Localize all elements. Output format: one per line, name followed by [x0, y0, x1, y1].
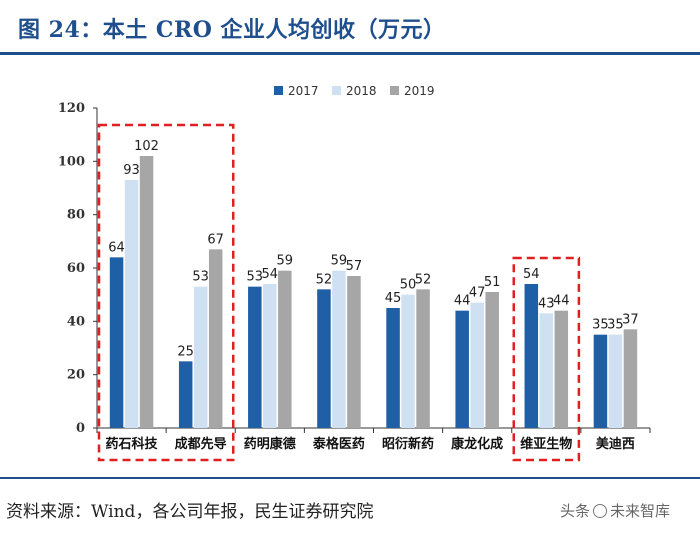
category-label-6: 维亚生物	[520, 436, 572, 452]
chart-title: 图 24：本土 CRO 企业人均创收（万元）	[18, 17, 446, 43]
data-label-2018-2: 54	[262, 267, 279, 282]
bar-2017-1	[178, 361, 193, 428]
data-label-2019-3: 57	[346, 259, 363, 274]
category-label-7: 美迪西	[596, 436, 635, 452]
category-labels: 药石科技 成都先导 药明康德 泰格医药 昭衍新药 康龙化成 维亚生物 美迪西	[106, 436, 635, 452]
bar-2018-5	[470, 302, 484, 428]
category-label-3: 泰格医药	[312, 436, 365, 452]
data-label-2019-0: 102	[134, 139, 159, 154]
watermark: 头条 未来智库	[560, 500, 670, 521]
data-label-2017-1: 25	[177, 344, 194, 359]
data-label-2019-5: 51	[484, 275, 501, 290]
data-label-2019-1: 67	[207, 232, 224, 247]
bar-chart: 2017 2018 2019 0 20 40 60 80 100 120 64 93 102 25 53…	[58, 84, 651, 462]
data-label-2019-4: 52	[415, 272, 432, 287]
data-label-2017-3: 52	[316, 272, 333, 287]
y-tick-label: 120	[58, 101, 85, 116]
data-label-2018-5: 47	[469, 286, 486, 301]
category-label-1: 成都先导	[175, 436, 227, 452]
bar-2018-0	[124, 180, 139, 428]
legend-swatch-2018	[332, 86, 341, 95]
legend-label-2018: 2018	[346, 84, 377, 98]
bar-2017-3	[317, 289, 331, 428]
legend-label-2019: 2019	[404, 84, 435, 98]
data-label-2017-4: 45	[385, 291, 402, 306]
bar-2019-1	[208, 249, 223, 428]
bar-2018-4	[401, 294, 415, 428]
bar-2017-2	[248, 286, 262, 428]
data-label-2017-5: 44	[454, 294, 471, 309]
legend: 2017 2018 2019	[274, 84, 435, 98]
highlight-boxes	[97, 123, 581, 462]
bar-2017-4	[386, 308, 400, 428]
legend-swatch-2019	[390, 86, 399, 95]
bar-2019-5	[485, 292, 499, 428]
data-label-2017-7: 35	[592, 318, 609, 333]
data-labels: 6493102255367535459525957455052444751544…	[108, 139, 638, 359]
data-label-2018-4: 50	[400, 278, 417, 293]
title-divider	[0, 52, 700, 55]
data-label-2019-2: 59	[277, 254, 294, 269]
bar-2017-7	[593, 334, 608, 428]
footer-divider	[0, 477, 700, 479]
highlight-box-1	[512, 256, 581, 462]
bar-2019-7	[623, 329, 638, 428]
data-label-2018-0: 93	[123, 163, 140, 178]
data-label-2017-2: 53	[247, 270, 264, 285]
y-tick-label: 80	[67, 208, 85, 223]
category-label-5: 康龙化成	[451, 436, 503, 452]
watermark-logo-icon	[593, 504, 608, 518]
legend-label-2017: 2017	[288, 84, 319, 98]
bar-2019-2	[278, 270, 292, 428]
data-label-2019-6: 44	[553, 294, 570, 309]
data-label-2017-0: 64	[108, 240, 125, 255]
y-tick-label: 20	[67, 368, 85, 383]
bar-2017-0	[109, 257, 124, 428]
bar-2018-1	[193, 286, 208, 428]
y-tick-label: 60	[67, 261, 85, 276]
highlight-box-0	[97, 123, 235, 462]
watermark-prefix: 头条	[560, 502, 591, 520]
data-label-2018-6: 43	[538, 296, 555, 311]
data-label-2019-7: 37	[622, 312, 639, 327]
y-tick-label: 40	[67, 314, 85, 329]
bar-2017-6	[524, 284, 539, 428]
category-label-0: 药石科技	[106, 436, 159, 452]
bar-2018-2	[263, 284, 277, 428]
bar-2019-6	[554, 310, 569, 428]
bar-2018-3	[332, 270, 346, 428]
y-tick-label: 0	[76, 421, 85, 436]
bar-2017-5	[455, 310, 469, 428]
bar-2019-4	[416, 289, 430, 428]
source-note: 资料来源：Wind，各公司年报，民生证券研究院	[6, 502, 374, 522]
data-label-2018-1: 53	[192, 270, 209, 285]
legend-swatch-2017	[274, 86, 283, 95]
category-label-4: 昭衍新药	[382, 436, 434, 452]
watermark-text: 未来智库	[610, 502, 671, 520]
y-tick-label: 100	[58, 154, 85, 169]
bar-2018-7	[608, 334, 623, 428]
data-label-2018-3: 59	[331, 254, 348, 269]
category-label-2: 药明康德	[244, 436, 296, 452]
data-label-2017-6: 54	[523, 267, 540, 282]
bar-2019-0	[139, 156, 154, 428]
data-label-2018-7: 35	[607, 318, 624, 333]
bar-2019-3	[347, 276, 361, 428]
bars	[109, 156, 638, 428]
bar-2018-6	[539, 313, 554, 428]
